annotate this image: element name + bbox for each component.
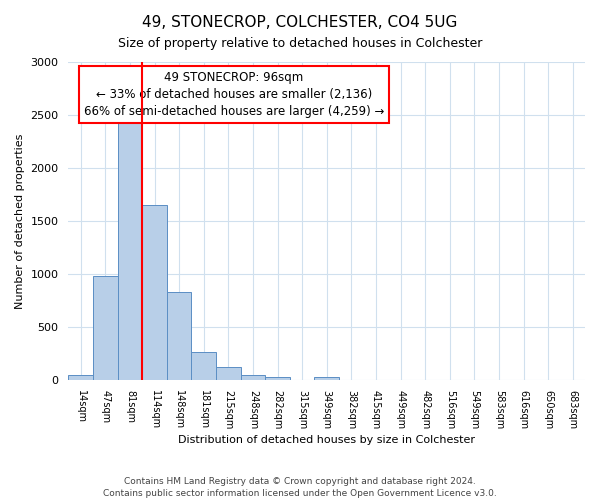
X-axis label: Distribution of detached houses by size in Colchester: Distribution of detached houses by size … <box>178 435 475 445</box>
Text: Contains HM Land Registry data © Crown copyright and database right 2024.
Contai: Contains HM Land Registry data © Crown c… <box>103 476 497 498</box>
Bar <box>314 377 339 380</box>
Text: 49, STONECROP, COLCHESTER, CO4 5UG: 49, STONECROP, COLCHESTER, CO4 5UG <box>142 15 458 30</box>
Text: 49 STONECROP: 96sqm
← 33% of detached houses are smaller (2,136)
66% of semi-det: 49 STONECROP: 96sqm ← 33% of detached ho… <box>83 71 384 118</box>
Bar <box>241 374 265 380</box>
Text: Size of property relative to detached houses in Colchester: Size of property relative to detached ho… <box>118 38 482 51</box>
Bar <box>216 366 241 380</box>
Bar <box>265 377 290 380</box>
Bar <box>118 119 142 380</box>
Bar <box>142 205 167 380</box>
Bar <box>191 352 216 380</box>
Bar <box>68 374 93 380</box>
Bar <box>93 276 118 380</box>
Y-axis label: Number of detached properties: Number of detached properties <box>15 133 25 308</box>
Bar <box>167 292 191 380</box>
